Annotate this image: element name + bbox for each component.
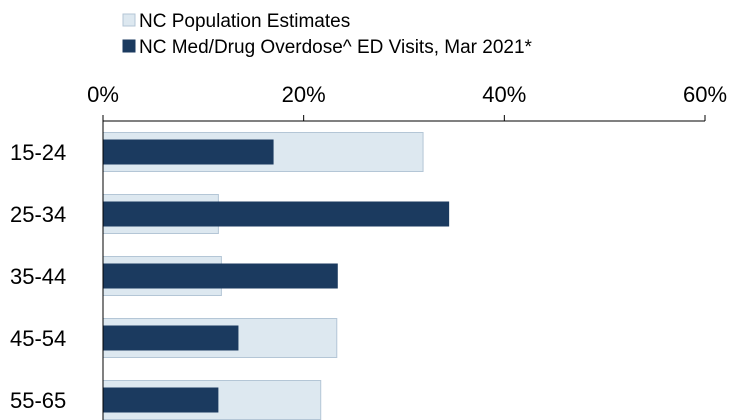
x-axis: 0% 20% 40% 60% bbox=[87, 82, 727, 122]
bar-overdose-25-34 bbox=[103, 201, 450, 227]
bar-overdose-35-44 bbox=[103, 263, 338, 289]
plot-area bbox=[102, 132, 450, 420]
x-tick-label: 20% bbox=[282, 82, 326, 107]
legend: NC Population Estimates NC Med/Drug Overd… bbox=[122, 11, 533, 58]
y-tick-label: 35-44 bbox=[10, 264, 66, 289]
y-tick-label: 25-34 bbox=[10, 202, 66, 227]
legend-population-label: NC Population Estimates bbox=[139, 11, 350, 32]
bar-overdose-15-24 bbox=[103, 139, 274, 165]
bar-overdose-55-65 bbox=[103, 387, 219, 413]
bar-overdose-45-54 bbox=[103, 325, 239, 351]
legend-overdose-swatch bbox=[122, 39, 136, 53]
y-axis: 15-24 25-34 35-44 45-54 55-65 bbox=[10, 121, 104, 420]
y-tick-label: 15-24 bbox=[10, 140, 66, 165]
x-tick-label: 40% bbox=[482, 82, 526, 107]
legend-population-swatch bbox=[122, 13, 136, 27]
legend-overdose-label: NC Med/Drug Overdose^ ED Visits, Mar 202… bbox=[139, 37, 533, 58]
y-tick-label: 55-65 bbox=[10, 388, 66, 413]
x-tick-label: 60% bbox=[683, 82, 727, 107]
y-tick-label: 45-54 bbox=[10, 326, 66, 351]
x-tick-label: 0% bbox=[87, 82, 119, 107]
